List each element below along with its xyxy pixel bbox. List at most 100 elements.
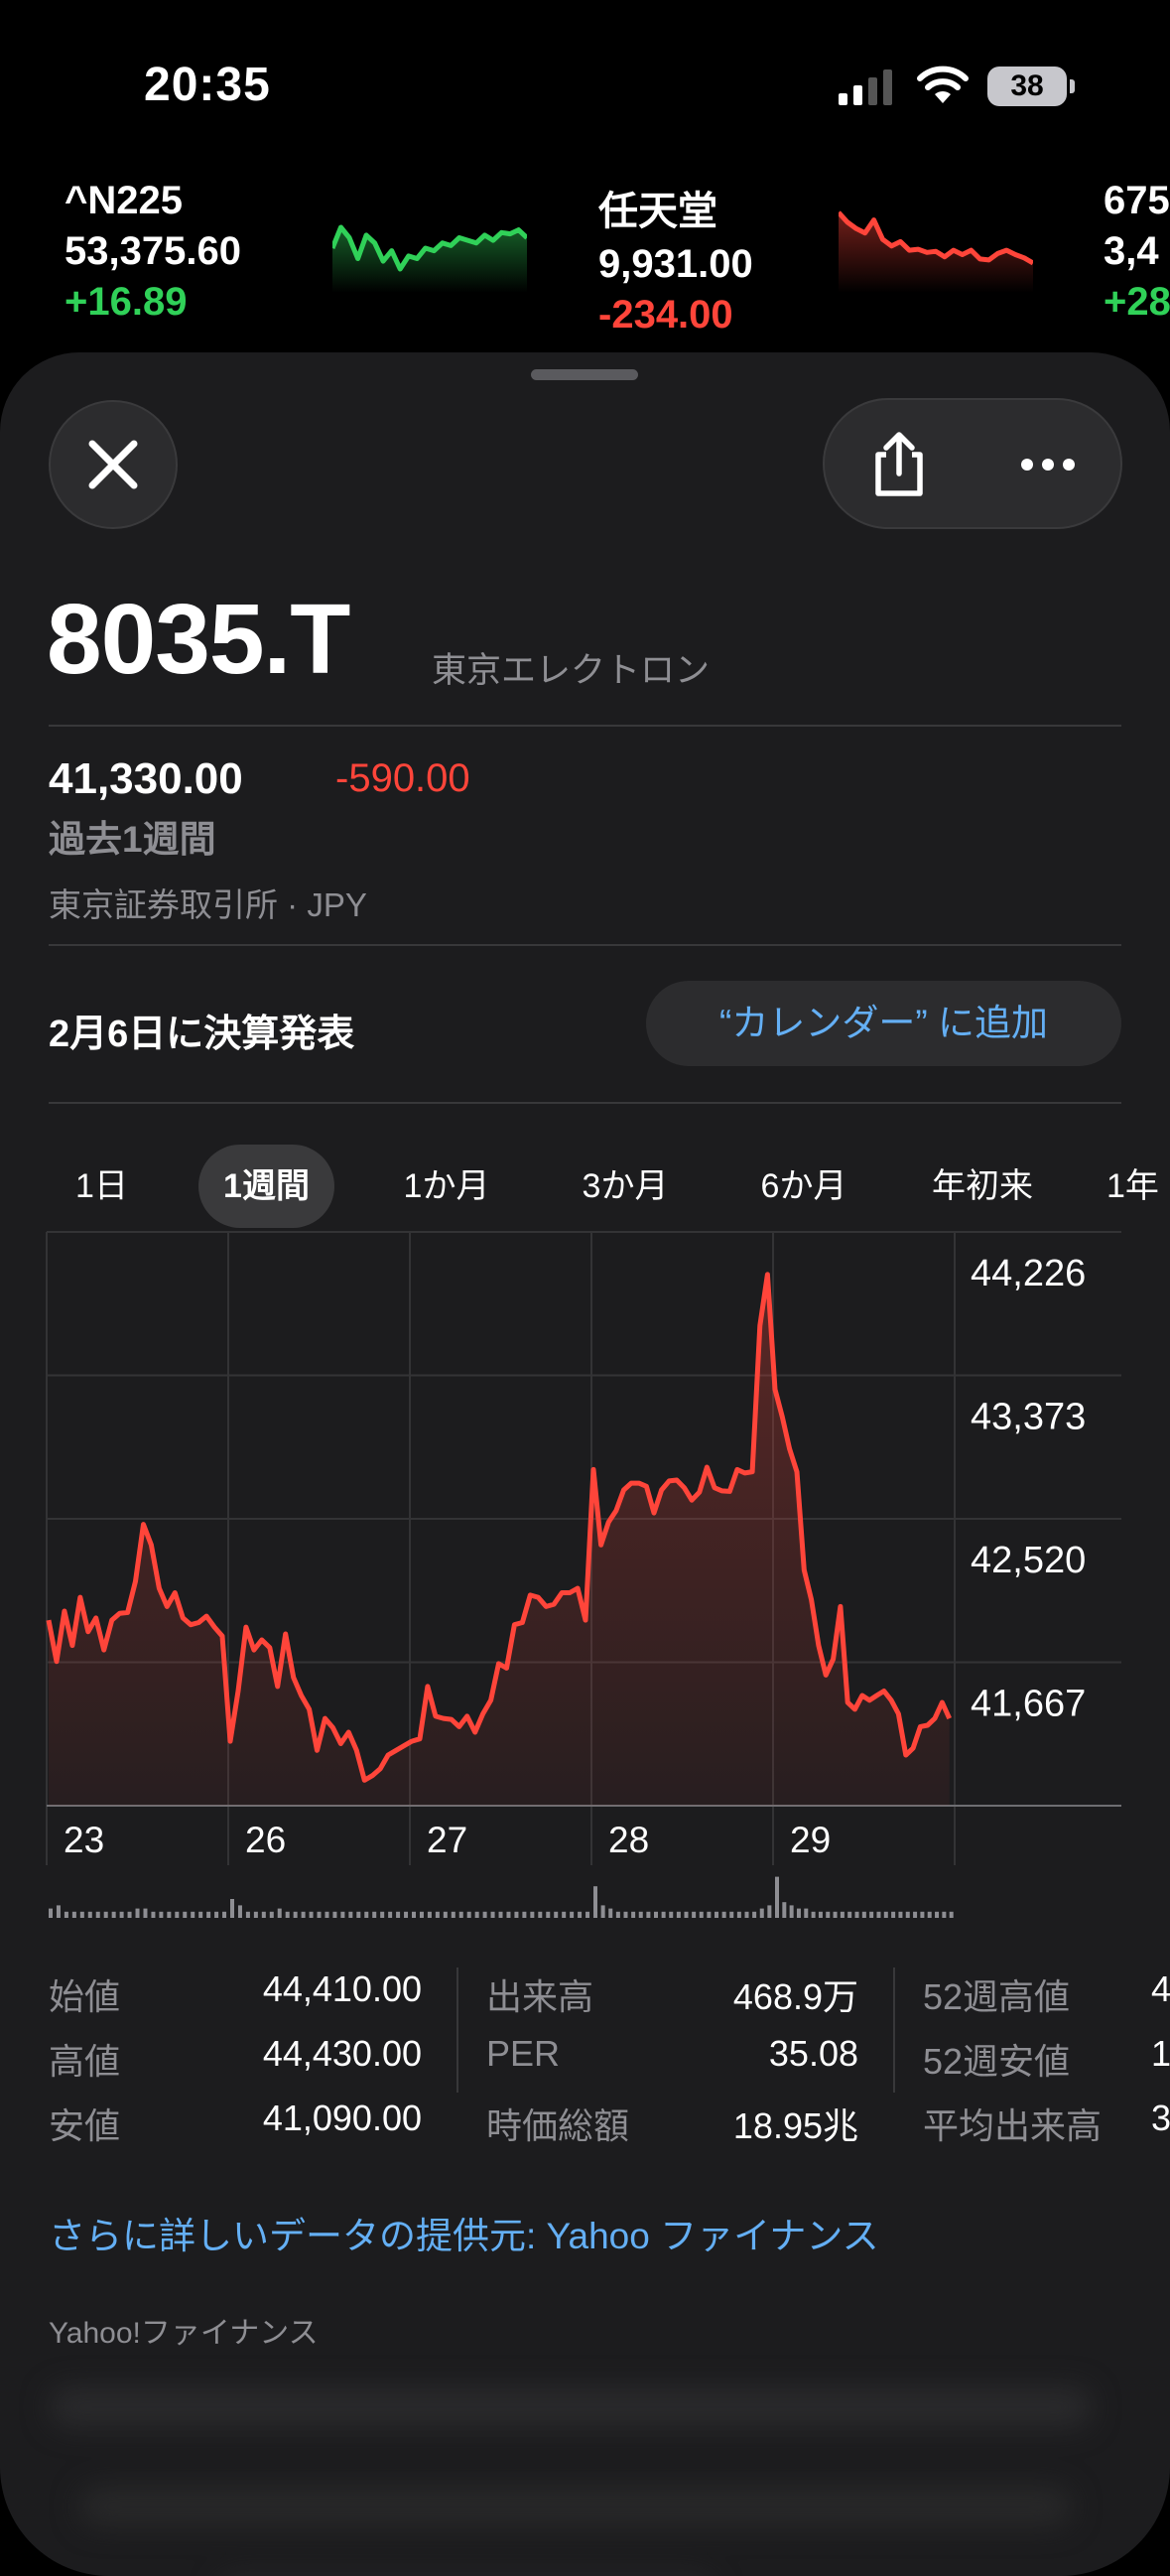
share-button[interactable] bbox=[845, 410, 954, 519]
volume-bar bbox=[767, 1905, 772, 1918]
volume-bar bbox=[538, 1911, 543, 1918]
cellular-signal-icon bbox=[839, 69, 892, 105]
ticker-change: +16.89 bbox=[65, 280, 188, 324]
tab-1d[interactable]: 1日 bbox=[75, 1167, 128, 1205]
volume-bar bbox=[498, 1911, 503, 1918]
volume-bar bbox=[261, 1911, 266, 1918]
volume-bar bbox=[876, 1911, 881, 1918]
tab-1w[interactable]: 1週間 bbox=[198, 1145, 334, 1228]
stats-divider bbox=[893, 1967, 895, 2093]
volume-bar bbox=[111, 1911, 116, 1918]
volume-bar bbox=[293, 1911, 298, 1918]
volume-bar bbox=[143, 1908, 148, 1918]
add-to-calendar-button[interactable]: “カレンダー” に追加 bbox=[646, 981, 1121, 1066]
volume-bar bbox=[949, 1911, 954, 1918]
tab-3m[interactable]: 3か月 bbox=[582, 1167, 669, 1205]
volume-bar bbox=[175, 1911, 180, 1918]
stat-value: 41,090.00 bbox=[262, 2098, 422, 2138]
volume-bar bbox=[245, 1911, 250, 1918]
volume-bar bbox=[935, 1911, 940, 1918]
ticker-price: 53,375.60 bbox=[65, 229, 241, 273]
volume-bar bbox=[396, 1911, 401, 1918]
volume-bar bbox=[530, 1911, 535, 1918]
volume-bar bbox=[237, 1905, 242, 1918]
volume-bar bbox=[913, 1911, 918, 1918]
ticker-price: 9,931.00 bbox=[598, 242, 753, 286]
tab-1y[interactable]: 1年 bbox=[1106, 1167, 1159, 1205]
volume-bar bbox=[183, 1911, 188, 1918]
stat-value: 44,410.00 bbox=[262, 1968, 422, 2009]
y-tick-label: 44,226 bbox=[971, 1253, 1086, 1294]
ticker-third[interactable]: 675 3,4 +28 bbox=[1104, 179, 1170, 325]
volume-bar bbox=[905, 1911, 910, 1918]
volume-bar bbox=[600, 1905, 605, 1918]
volume-bar bbox=[721, 1911, 726, 1918]
divider bbox=[49, 944, 1121, 946]
stat-label: 始値 bbox=[49, 1976, 121, 2017]
more-button[interactable] bbox=[993, 410, 1103, 519]
stat-value: 44,430.00 bbox=[262, 2033, 422, 2074]
tab-6m[interactable]: 6か月 bbox=[760, 1167, 847, 1205]
x-tick-label: 23 bbox=[64, 1820, 104, 1860]
volume-bar bbox=[578, 1911, 583, 1918]
volume-bar bbox=[744, 1911, 749, 1918]
sparkline-line bbox=[332, 224, 527, 272]
volume-bar bbox=[301, 1911, 306, 1918]
volume-bar bbox=[826, 1911, 831, 1918]
stat-label: PER bbox=[486, 2033, 561, 2074]
volume-bar bbox=[692, 1911, 697, 1918]
ticker-change: -234.00 bbox=[598, 293, 733, 337]
stat-value: 35.08 bbox=[768, 2033, 858, 2074]
volume-bar bbox=[927, 1911, 932, 1918]
volume-bar bbox=[883, 1911, 888, 1918]
x-tick-label: 28 bbox=[608, 1820, 649, 1860]
x-tick-label: 29 bbox=[790, 1820, 831, 1860]
ticker-change: +28 bbox=[1104, 280, 1170, 324]
stat-label: 52週高値 bbox=[923, 1976, 1071, 2017]
volume-bar bbox=[222, 1911, 227, 1918]
volume-bar bbox=[759, 1908, 764, 1918]
volume-bar bbox=[593, 1886, 597, 1918]
volume-bar bbox=[661, 1911, 666, 1918]
stats-divider bbox=[456, 1967, 458, 2093]
stat-label: 52週安値 bbox=[923, 2041, 1071, 2082]
volume-bar bbox=[380, 1911, 385, 1918]
volume-bar bbox=[514, 1911, 519, 1918]
volume-bar bbox=[49, 1908, 53, 1918]
volume-bar bbox=[631, 1911, 636, 1918]
volume-bar bbox=[214, 1911, 219, 1918]
battery-cap bbox=[1070, 79, 1075, 93]
volume-bar bbox=[269, 1911, 274, 1918]
ticker-n225[interactable]: ^N225 53,375.60 +16.89 bbox=[65, 179, 241, 325]
volume-bar bbox=[95, 1911, 100, 1918]
tab-1m[interactable]: 1か月 bbox=[403, 1167, 490, 1205]
ticker-nintendo[interactable]: 任天堂 9,931.00 -234.00 bbox=[598, 179, 753, 338]
volume-bar bbox=[71, 1911, 76, 1918]
volume-bar bbox=[277, 1908, 282, 1918]
volume-bar bbox=[615, 1911, 620, 1918]
x-tick-label: 27 bbox=[427, 1820, 467, 1860]
tab-ytd[interactable]: 年初来 bbox=[932, 1167, 1033, 1205]
volume-bar bbox=[942, 1911, 947, 1918]
volume-bar bbox=[340, 1911, 345, 1918]
volume-bar bbox=[699, 1911, 704, 1918]
volume-bar bbox=[654, 1911, 658, 1918]
stock-detail-sheet: 8035.T 東京エレクトロン 41,330.00 -590.00 過去1週間 … bbox=[0, 352, 1170, 2576]
volume-bar bbox=[789, 1905, 794, 1918]
ticker-symbol: ^N225 bbox=[65, 179, 183, 222]
volume-bar bbox=[782, 1902, 787, 1918]
price-chart[interactable]: 44,226 43,373 42,520 41,667 23 26 27 28 29 bbox=[0, 352, 1170, 2040]
volume-bar bbox=[87, 1911, 92, 1918]
volume-bar bbox=[669, 1911, 674, 1918]
sheet-grabber[interactable] bbox=[531, 369, 638, 380]
news-source: Yahoo!ファイナンス bbox=[49, 2317, 319, 2350]
current-price: 41,330.00 bbox=[49, 754, 243, 803]
volume-bar bbox=[458, 1911, 463, 1918]
volume-bar bbox=[419, 1911, 424, 1918]
volume-bar bbox=[490, 1911, 495, 1918]
ticker-price: 3,4 bbox=[1104, 229, 1159, 273]
close-button[interactable] bbox=[49, 400, 178, 529]
volume-bar bbox=[127, 1911, 132, 1918]
more-data-link[interactable]: さらに詳しいデータの提供元: Yahoo ファイナンス bbox=[49, 2216, 879, 2256]
stat-label: 安値 bbox=[49, 2105, 121, 2146]
